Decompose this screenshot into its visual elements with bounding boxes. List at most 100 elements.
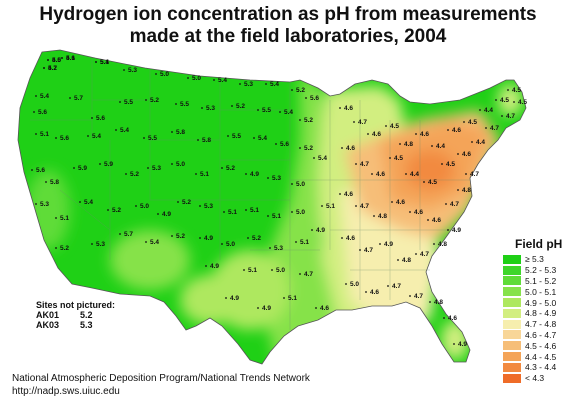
- legend-swatch: [503, 330, 521, 340]
- legend-label: 4.3 - 4.4: [525, 362, 557, 373]
- site-ph-label: 5.2: [236, 103, 245, 110]
- site-marker: [433, 243, 435, 245]
- site-marker: [365, 291, 367, 293]
- site-ph-label: 5.5: [232, 133, 241, 140]
- site-marker: [339, 107, 341, 109]
- site-ph-label: 4.8: [438, 241, 447, 248]
- site-marker: [145, 241, 147, 243]
- zone-california-light: [26, 170, 70, 250]
- site-ph-label: 5.3: [274, 245, 283, 252]
- site-marker: [355, 205, 357, 207]
- site-marker: [391, 201, 393, 203]
- zone-maine: [498, 84, 522, 116]
- site-ph-label: 4.8: [402, 257, 411, 264]
- site-ph-label: 5.0: [226, 241, 235, 248]
- site-ph-label: 5.2: [304, 145, 313, 152]
- site-marker: [431, 145, 433, 147]
- site-ph-label: 5.6: [36, 167, 45, 174]
- site-marker: [415, 253, 417, 255]
- site-marker: [245, 209, 247, 211]
- site-ph-label: 4.9: [452, 227, 461, 234]
- site-marker: [199, 237, 201, 239]
- site-ph-label: 4.7: [358, 119, 367, 126]
- site-ph-label: 5.3: [272, 175, 281, 182]
- site-ph-label: 4.6: [448, 315, 457, 322]
- site-marker: [79, 201, 81, 203]
- site-ph-label: 4.7: [420, 251, 429, 258]
- site-marker: [299, 273, 301, 275]
- site-marker: [177, 201, 179, 203]
- site-marker: [155, 73, 157, 75]
- legend-swatch: [503, 254, 521, 264]
- site-ph-label: 5.6: [310, 95, 319, 102]
- site-ph-label: 4.9: [250, 171, 259, 178]
- site-marker: [313, 157, 315, 159]
- site-ph-label: 4.4: [476, 139, 485, 146]
- site-ph-label: 5.1: [248, 267, 257, 274]
- site-marker: [485, 127, 487, 129]
- site-ph-label: 5.1: [300, 239, 309, 246]
- legend-label: 4.8 - 4.9: [525, 308, 557, 319]
- site-ph-label: 4.7: [470, 171, 479, 178]
- zone-florida: [441, 320, 469, 360]
- np-site-value: 5.2: [80, 310, 93, 320]
- site-ph-label: 4.6: [432, 217, 441, 224]
- site-ph-label: 5.2: [150, 97, 159, 104]
- site-ph-label: 5.0: [192, 75, 201, 82]
- site-ph-label: 4.6: [414, 209, 423, 216]
- site-marker: [359, 249, 361, 251]
- site-ph-label: 4.5: [446, 161, 455, 168]
- footer-url[interactable]: http://nadp.sws.uiuc.edu: [12, 386, 120, 397]
- site-ph-label: 5.8: [202, 137, 211, 144]
- site-ph-label: 5.1: [228, 209, 237, 216]
- np-site-row: AK03 5.3: [36, 320, 115, 330]
- site-marker: [415, 133, 417, 135]
- site-marker: [239, 83, 241, 85]
- site-ph-label: 5.8: [176, 129, 185, 136]
- site-ph-label: 4.6: [420, 131, 429, 138]
- site-ph-label: 5.2: [130, 171, 139, 178]
- site-marker: [61, 57, 63, 59]
- site-marker: [295, 241, 297, 243]
- site-ph-label: 4.5: [518, 99, 527, 106]
- site-marker: [501, 115, 503, 117]
- site-ph-label: 5.4: [40, 93, 49, 100]
- site-ph-label: 4.5: [394, 155, 403, 162]
- site-ph-label: 5.4: [92, 133, 101, 140]
- legend-item: ≥ 5.3: [503, 254, 573, 265]
- np-site-value: 5.3: [80, 320, 93, 330]
- site-ph-label: 5.5: [148, 135, 157, 142]
- site-ph-label: 4.6: [66, 55, 75, 62]
- site-ph-label: 5.5: [124, 99, 133, 106]
- sites-not-pictured: Sites not pictured: AK01 5.2 AK03 5.3: [36, 300, 115, 330]
- site-ph-label: 5.0: [296, 209, 305, 216]
- site-ph-label: 4.6: [346, 145, 355, 152]
- legend-label: 4.9 - 5.0: [525, 297, 557, 308]
- site-ph-label: 4.7: [450, 201, 459, 208]
- site-marker: [55, 247, 57, 249]
- legend-swatch: [503, 341, 521, 351]
- site-marker: [253, 137, 255, 139]
- site-ph-label: 5.6: [280, 141, 289, 148]
- site-marker: [471, 141, 473, 143]
- site-ph-label: 5.5: [262, 107, 271, 114]
- site-marker: [143, 137, 145, 139]
- site-ph-label: 5.1: [272, 213, 281, 220]
- site-ph-label: 4.6: [320, 305, 329, 312]
- legend-item: 5.0 - 5.1: [503, 286, 573, 297]
- site-marker: [441, 163, 443, 165]
- legend-swatch: [503, 308, 521, 318]
- site-ph-label: 5.6: [38, 109, 47, 116]
- site-ph-label: 4.6: [344, 191, 353, 198]
- site-marker: [257, 307, 259, 309]
- legend-label: 4.7 - 4.8: [525, 319, 557, 330]
- site-ph-label: 4.9: [316, 227, 325, 234]
- title-line-2: made at the field laboratories, 2004: [129, 26, 447, 47]
- site-marker: [221, 243, 223, 245]
- site-ph-label: 4.7: [360, 203, 369, 210]
- legend-item: 4.7 - 4.8: [503, 319, 573, 330]
- site-ph-label: 4.7: [48, 65, 57, 72]
- site-ph-label: 5.4: [218, 77, 227, 84]
- site-marker: [31, 169, 33, 171]
